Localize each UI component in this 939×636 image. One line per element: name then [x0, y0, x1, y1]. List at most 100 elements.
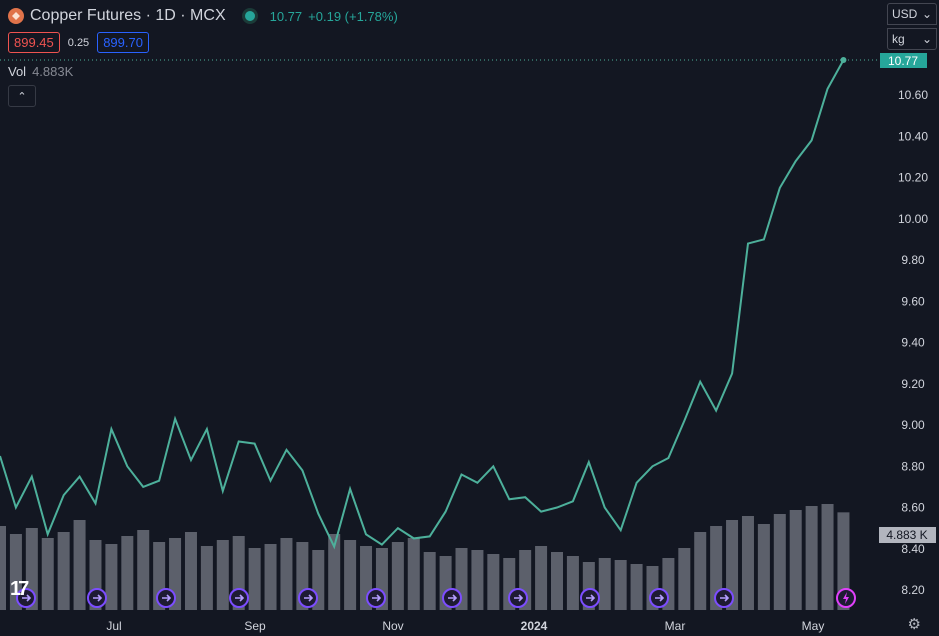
volume-bar — [280, 538, 293, 610]
volume-bar — [566, 556, 579, 610]
volume-bar — [837, 512, 850, 610]
last-price-dot — [840, 57, 847, 63]
volume-bar — [471, 550, 484, 610]
last-price: 10.77 — [269, 8, 303, 24]
time-axis: Jul Sep Nov 2024 Mar May — [106, 619, 824, 633]
y-tick-label: 10.00 — [898, 212, 928, 226]
event-icon — [714, 588, 734, 608]
unit-select[interactable]: kg ⌄ — [887, 28, 937, 50]
volume-bar — [535, 546, 548, 610]
x-tick-label: Jul — [106, 619, 121, 633]
volume-bar — [805, 506, 818, 610]
price-axis: 10.60 10.40 10.20 10.00 9.80 9.60 9.40 9.20 9.00… — [898, 88, 928, 597]
y-tick-label: 9.40 — [901, 336, 925, 350]
symbol-header: Copper Futures · 1D · MCX 10.77 +0.19 (+… — [8, 6, 398, 26]
sell-button[interactable]: 899.45 — [8, 32, 60, 53]
volume-bar — [710, 526, 723, 610]
price-badge-text: 10.77 — [888, 54, 918, 68]
x-tick-label: May — [802, 619, 825, 633]
chevron-up-icon: ⌃ — [17, 90, 27, 103]
y-tick-label: 10.40 — [898, 129, 928, 143]
price-series-line — [0, 59, 845, 550]
unit-value: kg — [892, 32, 905, 46]
volume-bar — [773, 514, 786, 610]
volume-bar — [0, 526, 6, 610]
settings-icon[interactable]: ⚙ — [907, 616, 921, 633]
volume-bar — [391, 542, 404, 610]
volume-bar — [248, 548, 261, 610]
y-tick-label: 9.60 — [901, 294, 925, 308]
y-tick-label: 9.20 — [901, 377, 925, 391]
event-icon — [156, 588, 176, 608]
currency-select[interactable]: USD ⌄ — [887, 3, 937, 25]
volume-bar — [105, 544, 118, 610]
y-tick-label: 9.80 — [901, 253, 925, 267]
volume-bar — [614, 560, 627, 610]
event-icon — [229, 588, 249, 608]
volume-bar — [678, 548, 691, 610]
volume-bar — [757, 524, 770, 610]
x-tick-label: Mar — [665, 619, 686, 633]
volume-badge — [879, 527, 936, 543]
volume-bar — [423, 552, 436, 610]
quote-bar: 899.45 0.25 899.70 — [8, 32, 149, 53]
volume-bar — [73, 520, 86, 610]
copper-logo-icon — [8, 8, 24, 24]
volume-bar — [407, 538, 420, 610]
event-icon — [298, 588, 318, 608]
volume-label: Vol — [8, 64, 27, 79]
event-icon — [649, 588, 669, 608]
volume-bar — [598, 558, 611, 610]
x-tick-label: Sep — [244, 619, 266, 633]
y-tick-label: 8.80 — [901, 459, 925, 473]
x-tick-label: Nov — [382, 619, 403, 633]
volume-bar — [741, 516, 754, 610]
event-icon — [442, 588, 462, 608]
volume-bar — [121, 536, 134, 610]
volume-bar — [41, 538, 54, 610]
event-icon — [87, 588, 107, 608]
market-status-icon — [241, 8, 258, 24]
volume-bar — [694, 532, 707, 610]
events-row — [16, 588, 856, 608]
volume-bar — [630, 564, 643, 610]
event-icon — [580, 588, 600, 608]
collapse-legend-button[interactable]: ⌃ — [8, 85, 36, 107]
volume-bar — [57, 532, 70, 610]
event-icon — [16, 588, 36, 608]
symbol-title[interactable]: Copper Futures · 1D · MCX — [30, 7, 226, 24]
tradingview-logo[interactable]: 17 — [10, 578, 29, 600]
chevron-down-icon: ⌄ — [921, 7, 932, 21]
y-tick-label: 8.40 — [901, 542, 925, 556]
spread-value: 0.25 — [67, 36, 90, 49]
price-change: +0.19 (+1.78%) — [308, 8, 398, 24]
volume-bar — [328, 534, 341, 610]
volume-bar — [184, 532, 197, 610]
volume-bar — [216, 540, 229, 610]
y-tick-label: 9.00 — [901, 418, 925, 432]
volume-bar — [821, 504, 834, 610]
volume-bar — [789, 510, 802, 610]
buy-button[interactable]: 899.70 — [97, 32, 149, 53]
y-tick-label: 8.20 — [901, 583, 925, 597]
volume-bars — [0, 504, 850, 610]
volume-bar — [726, 520, 739, 610]
chevron-down-icon: ⌄ — [921, 32, 932, 46]
volume-value: 4.883K — [32, 64, 74, 79]
flash-icon — [836, 588, 856, 608]
event-icon — [366, 588, 386, 608]
y-tick-label: 10.60 — [898, 88, 928, 102]
y-tick-label: 10.20 — [898, 171, 928, 185]
currency-value: USD — [892, 7, 918, 21]
volume-bar — [200, 546, 213, 610]
volume-bar — [344, 540, 357, 610]
volume-bar — [487, 554, 500, 610]
volume-bar — [264, 544, 277, 610]
volume-legend: Vol 4.883K — [8, 64, 73, 79]
x-tick-label: 2024 — [521, 619, 548, 633]
event-icon — [508, 588, 528, 608]
price-badge — [880, 53, 927, 68]
y-tick-label: 8.60 — [901, 501, 925, 515]
volume-bar — [137, 530, 150, 610]
